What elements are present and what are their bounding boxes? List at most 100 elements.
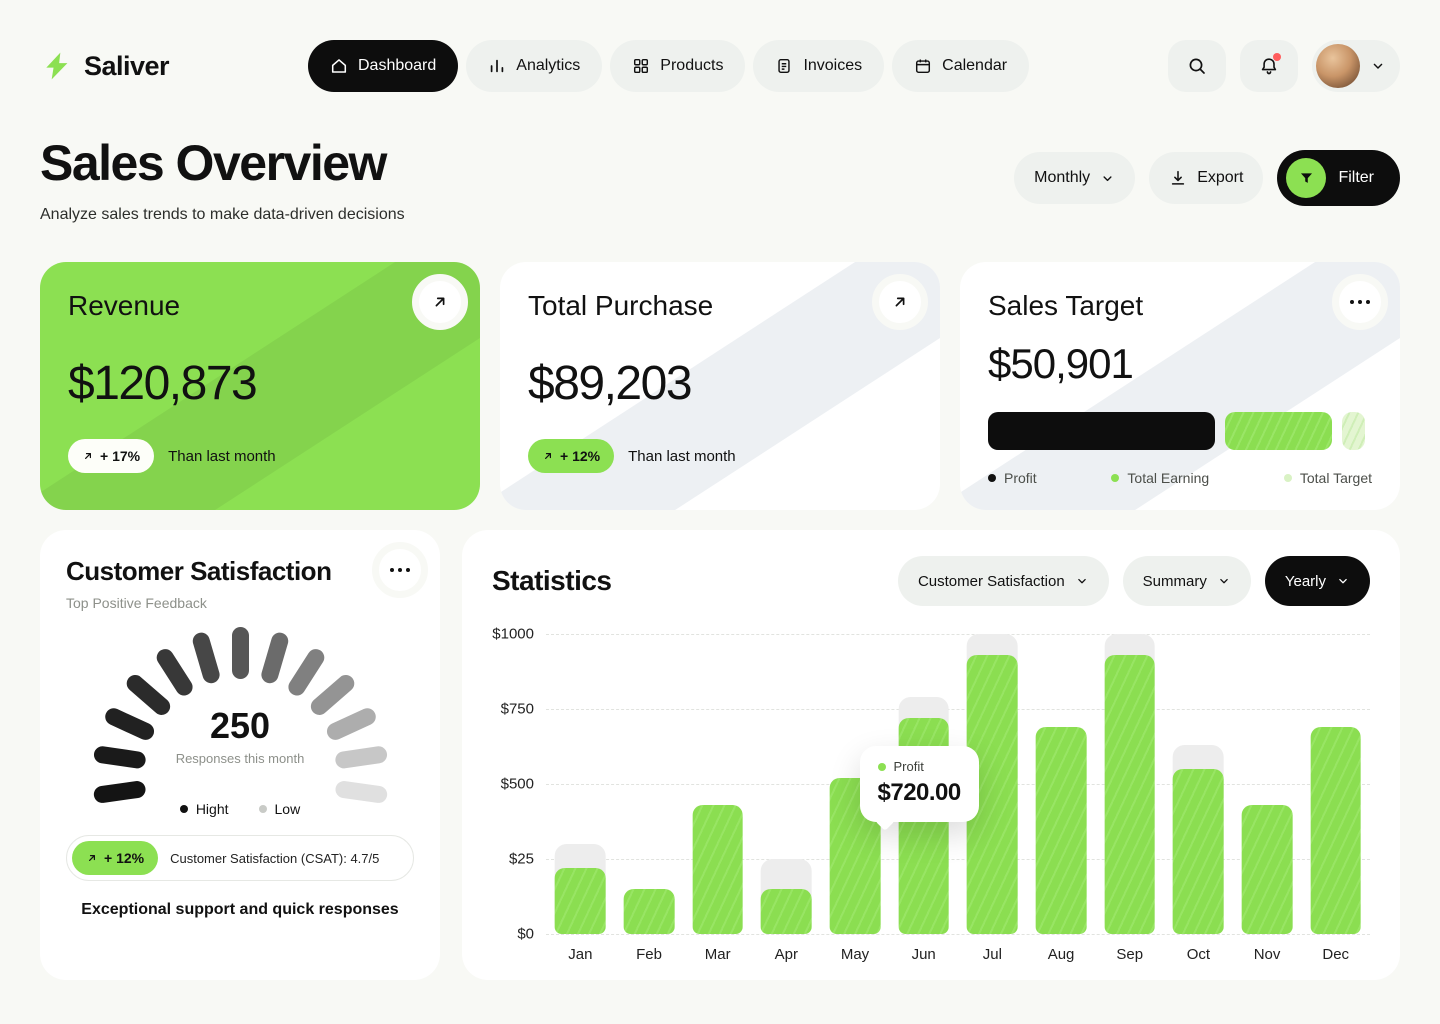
gauge-segment	[153, 646, 195, 699]
csat-label: Customer Satisfaction (CSAT): 4.7/5	[170, 851, 379, 866]
export-button[interactable]: Export	[1149, 152, 1263, 204]
search-icon	[1187, 56, 1207, 76]
page-subtitle: Analyze sales trends to make data-driven…	[40, 206, 405, 224]
metric-select[interactable]: Customer Satisfaction	[898, 556, 1109, 606]
legend-label: Low	[275, 801, 301, 817]
bar-column-mar[interactable]	[692, 634, 743, 934]
x-axis: JanFebMarAprMayJunJulAugSepOctNovDec	[546, 946, 1370, 963]
notifications-button[interactable]	[1240, 40, 1298, 92]
summary-select[interactable]: Summary	[1123, 556, 1251, 606]
x-axis-label: Dec	[1310, 946, 1361, 963]
nav-item-invoices[interactable]: Invoices	[753, 40, 884, 92]
home-icon	[330, 57, 348, 75]
page-title: Sales Overview	[40, 134, 405, 192]
bar-column-feb[interactable]	[624, 634, 675, 934]
brand-logo[interactable]: Saliver	[40, 49, 169, 83]
total-purchase-open-button[interactable]	[872, 274, 928, 330]
csat-pill: + 12% Customer Satisfaction (CSAT): 4.7/…	[66, 835, 414, 881]
x-axis-label: Nov	[1242, 946, 1293, 963]
invoices-icon	[775, 57, 793, 75]
bar-profit[interactable]	[1036, 727, 1087, 934]
top-bar: Saliver Dashboard Analytics Products	[40, 40, 1400, 92]
period-select-label: Monthly	[1034, 169, 1090, 187]
bar-column-nov[interactable]	[1242, 634, 1293, 934]
analytics-icon	[488, 57, 506, 75]
legend-label: Profit	[1004, 470, 1037, 486]
csat-delta-badge: + 12%	[72, 841, 158, 875]
bar-profit[interactable]	[1242, 805, 1293, 934]
bar-profit[interactable]	[1104, 655, 1155, 934]
sales-target-card: Sales Target $50,901 Profit Total Earnin…	[960, 262, 1400, 510]
sales-target-more-button[interactable]	[1332, 274, 1388, 330]
bar-column-sep[interactable]	[1104, 634, 1155, 934]
nav-item-label: Invoices	[803, 57, 862, 75]
bar-column-oct[interactable]	[1173, 634, 1224, 934]
total-purchase-delta-note: Than last month	[628, 448, 736, 465]
nav-item-calendar[interactable]: Calendar	[892, 40, 1029, 92]
stat-cards-row: Revenue $120,873 + 17% Than last month T…	[40, 262, 1400, 510]
statistics-card: Statistics Customer Satisfaction Summary	[462, 530, 1400, 980]
filter-icon	[1286, 158, 1326, 198]
revenue-open-button[interactable]	[412, 274, 468, 330]
products-icon	[632, 57, 650, 75]
download-icon	[1169, 169, 1187, 187]
x-axis-label: Mar	[692, 946, 743, 963]
lower-row: Customer Satisfaction Top Positive Feedb…	[40, 530, 1400, 980]
user-menu[interactable]	[1312, 40, 1400, 92]
customer-satisfaction-card: Customer Satisfaction Top Positive Feedb…	[40, 530, 440, 980]
bar-profit[interactable]	[692, 805, 743, 934]
arrow-up-right-icon	[431, 293, 449, 311]
metric-select-label: Customer Satisfaction	[918, 573, 1065, 590]
x-axis-label: May	[830, 946, 881, 963]
bar-profit[interactable]	[761, 889, 812, 934]
bar-profit[interactable]	[1310, 727, 1361, 934]
y-axis-label: $500	[501, 776, 534, 793]
search-button[interactable]	[1168, 40, 1226, 92]
bar-profit[interactable]	[1173, 769, 1224, 934]
nav-item-label: Calendar	[942, 57, 1007, 75]
bar-column-apr[interactable]	[761, 634, 812, 934]
legend-label: Hight	[196, 801, 229, 817]
legend-item-profit: Profit	[988, 470, 1037, 486]
bar-profit[interactable]	[624, 889, 675, 934]
avatar	[1316, 44, 1360, 88]
legend-dot	[1284, 474, 1292, 482]
bar-column-aug[interactable]	[1036, 634, 1087, 934]
gauge-legend: Hight Low	[66, 801, 414, 817]
satisfaction-more-button[interactable]	[372, 542, 428, 598]
satisfaction-footer: Exceptional support and quick responses	[66, 901, 414, 919]
nav-item-label: Products	[660, 57, 723, 75]
sales-target-legend: Profit Total Earning Total Target	[988, 470, 1372, 486]
bar-column-dec[interactable]	[1310, 634, 1361, 934]
legend-item-high: Hight	[180, 801, 229, 817]
y-axis-label: $0	[517, 926, 534, 943]
filter-button[interactable]: Filter	[1277, 150, 1400, 206]
total-purchase-delta-badge: + 12%	[528, 439, 614, 473]
chevron-down-icon	[1075, 574, 1089, 588]
tooltip-series-label: Profit	[894, 759, 924, 774]
y-axis-label: $750	[501, 701, 534, 718]
total-purchase-value: $89,203	[528, 356, 912, 411]
more-icon	[1348, 300, 1372, 304]
arrow-up-right-icon	[82, 450, 94, 462]
bar-column-jan[interactable]	[555, 634, 606, 934]
nav-item-analytics[interactable]: Analytics	[466, 40, 602, 92]
export-button-label: Export	[1197, 169, 1243, 187]
nav-item-dashboard[interactable]: Dashboard	[308, 40, 458, 92]
nav-item-label: Dashboard	[358, 57, 436, 75]
chevron-down-icon	[1217, 574, 1231, 588]
y-axis: $1000$750$500$25$0	[492, 634, 546, 934]
statistics-filters: Customer Satisfaction Summary Yearly	[898, 556, 1370, 606]
x-axis-label: Feb	[624, 946, 675, 963]
gauge-segment	[259, 631, 290, 686]
range-select[interactable]: Yearly	[1265, 556, 1370, 606]
x-axis-label: Jun	[898, 946, 949, 963]
statistics-title: Statistics	[492, 565, 612, 597]
nav-item-products[interactable]: Products	[610, 40, 745, 92]
page-header-actions: Monthly Export Filter	[1014, 150, 1400, 206]
sales-target-progress	[988, 412, 1372, 450]
satisfaction-gauge: 250 Responses this month	[80, 615, 400, 793]
bar-profit[interactable]	[555, 868, 606, 934]
period-select[interactable]: Monthly	[1014, 152, 1135, 204]
filter-button-label: Filter	[1338, 169, 1374, 187]
